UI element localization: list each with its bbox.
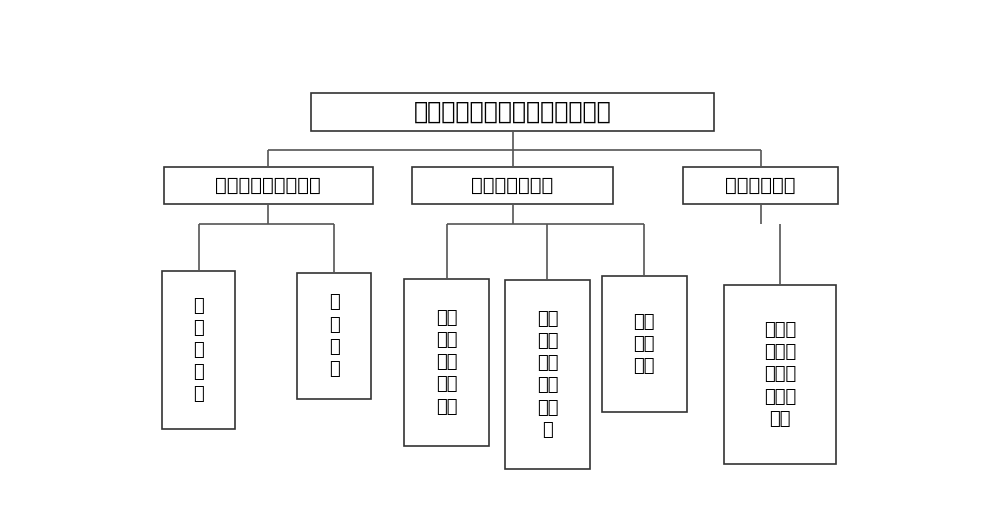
Text: 普
通
相
机: 普 通 相 机 (329, 294, 340, 378)
Text: 基于高光谱的船舶尾气测量系统: 基于高光谱的船舶尾气测量系统 (414, 100, 611, 124)
Text: 多维时
序船舶
尾气光
谱分析
模型: 多维时 序船舶 尾气光 谱分析 模型 (764, 321, 796, 428)
Text: 高光
谱异
常点
处理
单元: 高光 谱异 常点 处理 单元 (436, 309, 457, 416)
FancyBboxPatch shape (505, 280, 590, 469)
FancyBboxPatch shape (602, 276, 687, 412)
Text: 高
光
谱
相
机: 高 光 谱 相 机 (193, 297, 204, 403)
Text: 数据预处理模块: 数据预处理模块 (471, 176, 554, 195)
FancyBboxPatch shape (297, 273, 371, 399)
FancyBboxPatch shape (724, 285, 836, 464)
FancyBboxPatch shape (404, 279, 489, 446)
FancyBboxPatch shape (162, 271, 235, 429)
FancyBboxPatch shape (683, 167, 838, 204)
Text: 滤波
去噪
单元: 滤波 去噪 单元 (634, 313, 655, 375)
Text: 高光谱数据采集模块: 高光谱数据采集模块 (216, 176, 321, 195)
Text: 高光
谱绝
对强
度校
准单
元: 高光 谱绝 对强 度校 准单 元 (537, 310, 558, 439)
FancyBboxPatch shape (412, 167, 613, 204)
FancyBboxPatch shape (164, 167, 373, 204)
Text: 光谱分析模块: 光谱分析模块 (725, 176, 796, 195)
FancyBboxPatch shape (311, 93, 714, 131)
